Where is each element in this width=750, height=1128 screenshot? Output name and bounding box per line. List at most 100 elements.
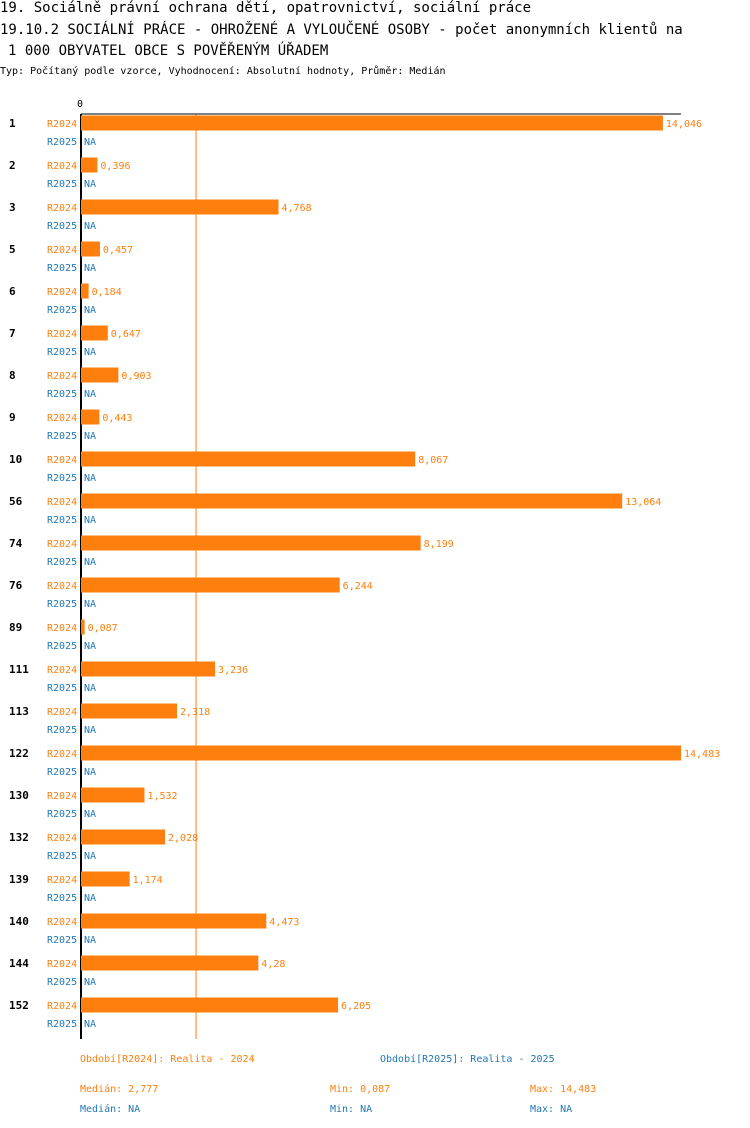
data-label-r2024: 14,483 [684, 749, 720, 760]
series-label-r2024: R2024 [47, 203, 77, 214]
data-label-r2024: 0,087 [88, 623, 118, 634]
data-label-r2025: NA [84, 1019, 96, 1030]
bar-r2024 [81, 745, 681, 761]
data-label-r2025: NA [84, 935, 96, 946]
series-label-r2025: R2025 [47, 305, 77, 316]
series-label-r2024: R2024 [47, 749, 77, 760]
category-label: 5 [9, 243, 16, 256]
category-label: 140 [9, 915, 29, 928]
bar-r2024 [81, 325, 108, 341]
chart-subtitle: Typ: Počítaný podle vzorce, Vyhodnocení:… [0, 66, 446, 77]
series-label-r2024: R2024 [47, 119, 77, 130]
data-label-r2025: NA [84, 725, 96, 736]
category-label: 139 [9, 873, 29, 886]
series-label-r2025: R2025 [47, 935, 77, 946]
data-label-r2025: NA [84, 809, 96, 820]
data-label-r2024: 0,457 [103, 245, 133, 256]
legend-r2024: Období[R2024]: Realita - 2024 [80, 1054, 255, 1065]
series-label-r2025: R2025 [47, 893, 77, 904]
data-label-r2025: NA [84, 767, 96, 778]
series-label-r2025: R2025 [47, 641, 77, 652]
category-label: 9 [9, 411, 16, 424]
category-label: 130 [9, 789, 29, 802]
series-label-r2024: R2024 [47, 791, 77, 802]
bar-r2024 [81, 493, 623, 509]
series-label-r2024: R2024 [47, 245, 77, 256]
data-label-r2024: 0,396 [100, 161, 130, 172]
series-label-r2025: R2025 [47, 1019, 77, 1030]
series-label-r2024: R2024 [47, 833, 77, 844]
series-label-r2025: R2025 [47, 557, 77, 568]
data-label-r2024: 8,199 [424, 539, 454, 550]
series-label-r2024: R2024 [47, 371, 77, 382]
chart-title-indicator: 19.10.2 SOCIÁLNÍ PRÁCE - OHROŽENÉ A VYLO… [0, 22, 683, 38]
series-label-r2025: R2025 [47, 389, 77, 400]
data-label-r2025: NA [84, 389, 96, 400]
max-r2025: Max: NA [530, 1104, 573, 1115]
series-label-r2025: R2025 [47, 431, 77, 442]
series-label-r2024: R2024 [47, 1001, 77, 1012]
data-label-r2024: 0,903 [121, 371, 151, 382]
data-label-r2024: 6,244 [343, 581, 373, 592]
data-label-r2024: 4,473 [269, 917, 299, 928]
category-label: 152 [9, 999, 29, 1012]
series-label-r2025: R2025 [47, 137, 77, 148]
bar-r2024 [81, 577, 340, 593]
series-label-r2024: R2024 [47, 161, 77, 172]
bar-r2024 [81, 199, 279, 215]
series-label-r2025: R2025 [47, 473, 77, 484]
data-label-r2025: NA [84, 641, 96, 652]
category-label: 89 [9, 621, 22, 634]
series-label-r2024: R2024 [47, 413, 77, 424]
data-label-r2025: NA [84, 851, 96, 862]
median-r2025: Medián: NA [80, 1104, 141, 1115]
data-label-r2025: NA [84, 473, 96, 484]
series-label-r2025: R2025 [47, 263, 77, 274]
category-label: 7 [9, 327, 16, 340]
bar-r2024 [81, 451, 416, 467]
data-label-r2024: 6,205 [341, 1001, 371, 1012]
bar-r2024 [81, 157, 98, 173]
series-label-r2024: R2024 [47, 539, 77, 550]
data-label-r2024: 1,532 [147, 791, 177, 802]
bar-r2024 [81, 997, 339, 1013]
min-r2025: Min: NA [330, 1104, 373, 1115]
data-label-r2025: NA [84, 305, 96, 316]
data-label-r2024: 0,184 [92, 287, 122, 298]
series-label-r2025: R2025 [47, 179, 77, 190]
data-label-r2025: NA [84, 179, 96, 190]
chart-title-section: 19. Sociálně právní ochrana dětí, opatro… [0, 0, 532, 16]
data-label-r2025: NA [84, 137, 96, 148]
series-label-r2025: R2025 [47, 515, 77, 526]
bar-r2024 [81, 955, 259, 971]
data-label-r2024: 1,174 [133, 875, 163, 886]
data-label-r2025: NA [84, 431, 96, 442]
data-label-r2024: 4,28 [261, 959, 285, 970]
bar-r2024 [81, 787, 145, 803]
bar-r2024 [81, 619, 85, 635]
max-r2024: Max: 14,483 [530, 1084, 597, 1095]
data-label-r2024: 2,318 [180, 707, 210, 718]
series-label-r2024: R2024 [47, 581, 77, 592]
data-label-r2025: NA [84, 977, 96, 988]
data-label-r2024: 2,028 [168, 833, 198, 844]
data-label-r2024: 13,064 [625, 497, 661, 508]
category-label: 10 [9, 453, 22, 466]
data-label-r2025: NA [84, 515, 96, 526]
series-label-r2024: R2024 [47, 497, 77, 508]
data-label-r2024: 4,768 [282, 203, 312, 214]
category-label: 56 [9, 495, 23, 508]
bar-r2024 [81, 535, 421, 551]
bar-r2024 [81, 283, 89, 299]
bar-r2024 [81, 871, 130, 887]
bar-r2024 [81, 661, 216, 677]
series-label-r2024: R2024 [47, 665, 77, 676]
data-label-r2025: NA [84, 347, 96, 358]
data-label-r2025: NA [84, 557, 96, 568]
bar-r2024 [81, 115, 663, 131]
series-label-r2024: R2024 [47, 875, 77, 886]
category-label: 113 [9, 705, 29, 718]
category-label: 74 [9, 537, 23, 550]
series-label-r2025: R2025 [47, 725, 77, 736]
series-label-r2024: R2024 [47, 917, 77, 928]
